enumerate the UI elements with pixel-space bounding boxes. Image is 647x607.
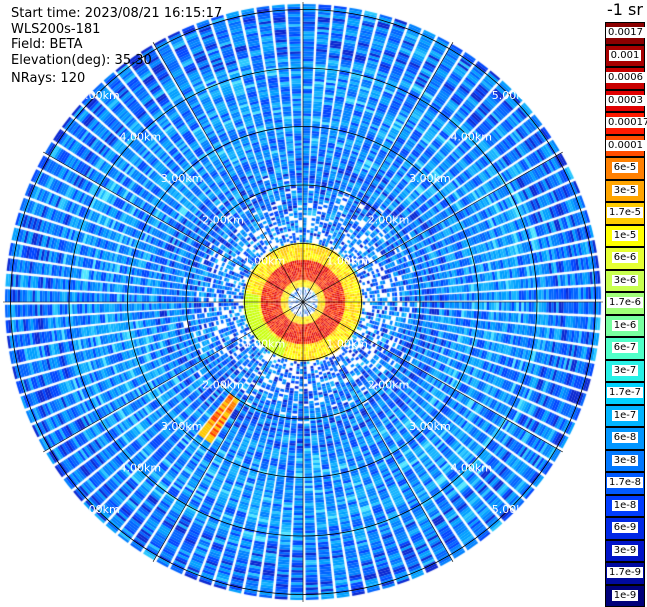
ppi-heatmap bbox=[0, 0, 605, 607]
colorbar-tick-label: 3e-6 bbox=[605, 269, 645, 292]
colorbar-tick-label: 0.0001 bbox=[605, 134, 645, 157]
colorbar-tick-label: 3e-5 bbox=[605, 179, 645, 202]
colorbar-tick-label: 6e-8 bbox=[605, 427, 645, 450]
colorbar-tick-label: 0.0003 bbox=[605, 89, 645, 112]
range-ring-label: 1.00km bbox=[244, 337, 286, 350]
colorbar-tick-label: 1.7e-5 bbox=[605, 202, 645, 225]
range-ring-label: 3.00km bbox=[161, 420, 203, 433]
elevation-label: Elevation(deg): 35.30 bbox=[11, 53, 152, 68]
range-ring-label: 1.00km bbox=[326, 337, 368, 350]
field-label: Field: BETA bbox=[11, 37, 83, 52]
colorbar-tick-label: 6e-7 bbox=[605, 337, 645, 360]
colorbar-tick-label: 3e-8 bbox=[605, 449, 645, 472]
range-ring-label: 1.00km bbox=[244, 255, 286, 268]
range-ring-label: 2.00km bbox=[202, 379, 244, 392]
colorbar-title: -1 sr bbox=[607, 0, 643, 19]
colorbar-tick-label: 0.0006 bbox=[605, 67, 645, 90]
azimuth-spoke bbox=[302, 151, 563, 303]
colorbar: 0.0017 0.001 0.0006 0.0003 0.00017 0.0001 6e-5… bbox=[605, 22, 647, 607]
colorbar-tick-label: 1.7e-8 bbox=[605, 472, 645, 495]
azimuth-spoke bbox=[302, 301, 563, 453]
azimuth-spoke bbox=[43, 151, 304, 303]
colorbar-tick-label: 6e-9 bbox=[605, 517, 645, 540]
colorbar-tick-label: 1.7e-7 bbox=[605, 382, 645, 405]
range-ring-label: 4.00km bbox=[450, 131, 492, 144]
colorbar-tick-label: 0.00017 bbox=[605, 112, 647, 135]
range-ring-label: 2.00km bbox=[202, 213, 244, 226]
range-ring-label: 2.00km bbox=[368, 379, 410, 392]
colorbar-tick-label: 1e-7 bbox=[605, 404, 645, 427]
range-ring-label: 4.00km bbox=[450, 461, 492, 474]
colorbar-tick-label: 3e-9 bbox=[605, 539, 645, 562]
azimuth-spoke bbox=[43, 301, 304, 453]
range-ring-label: 2.00km bbox=[368, 213, 410, 226]
azimuth-spoke bbox=[152, 42, 304, 303]
azimuth-spoke bbox=[302, 301, 454, 562]
range-ring-label: 5.00km bbox=[492, 89, 534, 102]
colorbar-tick-label: 6e-6 bbox=[605, 247, 645, 270]
range-ring-label: 1.00km bbox=[326, 255, 368, 268]
colorbar-tick-label: 1e-5 bbox=[605, 224, 645, 247]
start-time-label: Start time: 2023/08/21 16:15:17 bbox=[11, 6, 223, 21]
range-ring-label: 4.00km bbox=[120, 461, 162, 474]
azimuth-spoke bbox=[152, 301, 304, 562]
range-ring-label: 5.00km bbox=[78, 89, 120, 102]
range-ring-label: 3.00km bbox=[409, 420, 451, 433]
instrument-label: WLS200s-181 bbox=[11, 22, 101, 37]
colorbar-tick-label: 1e-6 bbox=[605, 314, 645, 337]
range-ring-label: 5.00km bbox=[78, 503, 120, 516]
range-ring-label: 5.00km bbox=[492, 503, 534, 516]
colorbar-tick-label: 0.0017 bbox=[605, 22, 645, 45]
colorbar-tick-label: 1e-9 bbox=[605, 584, 645, 607]
nrays-label: NRays: 120 bbox=[11, 71, 86, 86]
colorbar-tick-label: 1.7e-6 bbox=[605, 292, 645, 315]
range-ring-label: 4.00km bbox=[120, 131, 162, 144]
colorbar-tick-label: 1.7e-9 bbox=[605, 562, 645, 585]
range-rings-overlay: 1.00km 1.00km 1.00km 1.00km 2.00km 2.00km 2.00… bbox=[3, 2, 603, 602]
colorbar-tick-label: 0.001 bbox=[605, 44, 645, 67]
colorbar-tick-label: 6e-5 bbox=[605, 157, 645, 180]
range-ring-label: 3.00km bbox=[161, 172, 203, 185]
colorbar-tick-label: 1e-8 bbox=[605, 494, 645, 517]
azimuth-spoke bbox=[302, 42, 454, 303]
range-ring-label: 3.00km bbox=[409, 172, 451, 185]
colorbar-tick-label: 3e-7 bbox=[605, 359, 645, 382]
